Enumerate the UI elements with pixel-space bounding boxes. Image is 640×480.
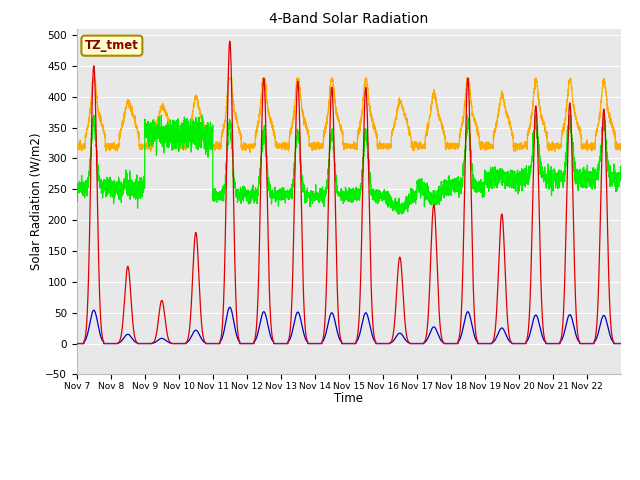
- Y-axis label: Solar Radiation (W/m2): Solar Radiation (W/m2): [29, 133, 42, 270]
- Legend: SWin, SWout, LWin, LWout: SWin, SWout, LWin, LWout: [174, 478, 524, 480]
- Text: TZ_tmet: TZ_tmet: [85, 39, 139, 52]
- Title: 4-Band Solar Radiation: 4-Band Solar Radiation: [269, 12, 428, 26]
- X-axis label: Time: Time: [334, 393, 364, 406]
